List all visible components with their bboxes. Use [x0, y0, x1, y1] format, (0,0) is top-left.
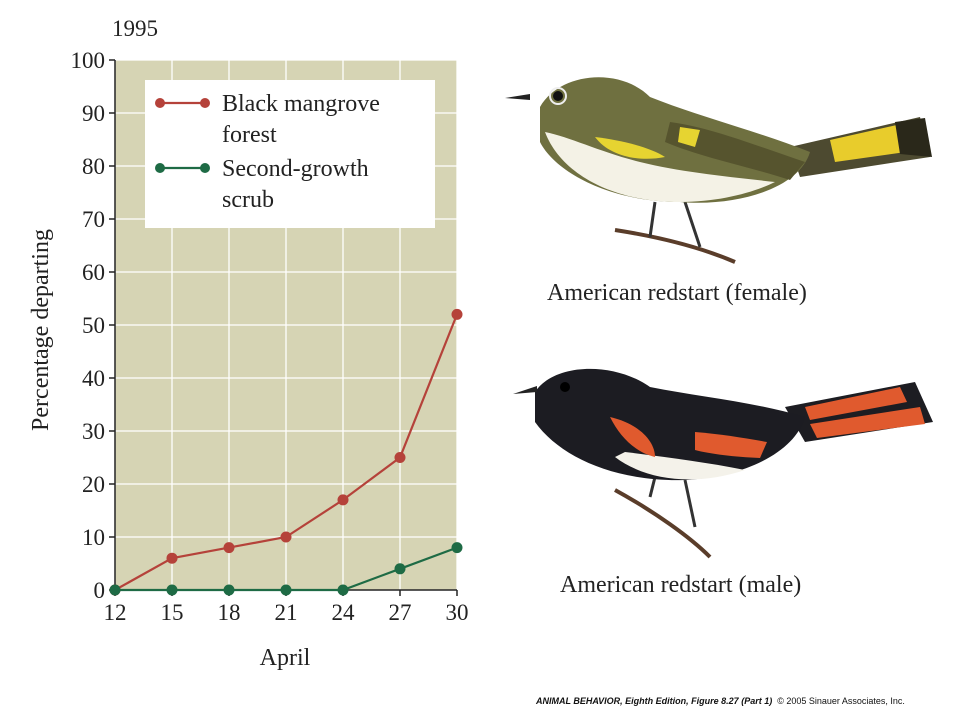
footer-credit: ANIMAL BEHAVIOR, Eighth Edition, Figure … [536, 696, 905, 706]
footer-edition: , Eighth Edition [620, 696, 687, 706]
female-caption: American redstart (female) [547, 280, 807, 306]
data-point [394, 563, 406, 575]
y-tick-label: 40 [82, 366, 105, 391]
data-point [451, 542, 463, 554]
x-tick-label: 27 [389, 600, 412, 625]
legend-entry-2: Second-growth scrub [155, 156, 369, 213]
y-tick-label: 30 [82, 419, 105, 444]
legend-label: scrub [222, 187, 274, 213]
legend-marker [155, 98, 165, 108]
series-1 [109, 308, 463, 596]
chart-title: 1995 [112, 16, 158, 41]
data-point [223, 584, 235, 596]
data-point [451, 308, 463, 320]
x-axis-label: April [260, 645, 311, 671]
x-tick-label: 30 [446, 600, 469, 625]
legend-entry-1: Black mangrove forest [155, 91, 380, 148]
y-tick-label: 80 [82, 154, 105, 179]
legend-label: Second-growth [222, 156, 369, 182]
bird-redstart-female-icon [505, 77, 932, 264]
data-series [109, 308, 463, 596]
legend-marker [200, 98, 210, 108]
legend-marker [200, 163, 210, 173]
data-point [280, 531, 292, 543]
data-point [223, 542, 235, 554]
data-point [166, 584, 178, 596]
data-point [280, 584, 292, 596]
footer-figure: , Figure 8.27 (Part 1) [686, 696, 773, 706]
x-tick-label: 24 [332, 600, 356, 625]
bird-redstart-male-icon [513, 368, 933, 559]
data-point [337, 494, 349, 506]
x-tick-label: 12 [104, 600, 127, 625]
y-tick-label: 100 [71, 48, 106, 73]
data-point [109, 584, 121, 596]
legend-marker [155, 163, 165, 173]
x-tick-label: 15 [161, 600, 184, 625]
legend-box [145, 80, 435, 228]
y-axis-label: Percentage departing [28, 229, 54, 431]
legend: Black mangrove forest Second-growth scrub [145, 80, 435, 228]
legend-label: Black mangrove [222, 91, 380, 117]
male-caption: American redstart (male) [560, 572, 802, 598]
series-2 [109, 542, 463, 596]
x-tick-label: 21 [275, 600, 298, 625]
y-tick-label: 0 [94, 578, 106, 603]
y-tick-label: 90 [82, 101, 105, 126]
x-tick-labels: 12 15 18 21 24 27 30 [104, 590, 469, 625]
y-tick-labels: 0 10 20 30 40 50 60 70 80 90 100 [71, 48, 115, 603]
legend-label: forest [222, 122, 277, 148]
y-tick-label: 20 [82, 472, 105, 497]
y-tick-label: 50 [82, 313, 105, 338]
y-tick-label: 60 [82, 260, 105, 285]
footer-copyright: © 2005 Sinauer Associates, Inc. [777, 696, 905, 706]
data-point [337, 584, 349, 596]
footer-book: ANIMAL BEHAVIOR [536, 696, 621, 706]
y-tick-label: 10 [82, 525, 105, 550]
y-tick-label: 70 [82, 207, 105, 232]
x-tick-label: 18 [218, 600, 241, 625]
data-point [166, 552, 178, 564]
data-point [394, 452, 406, 463]
